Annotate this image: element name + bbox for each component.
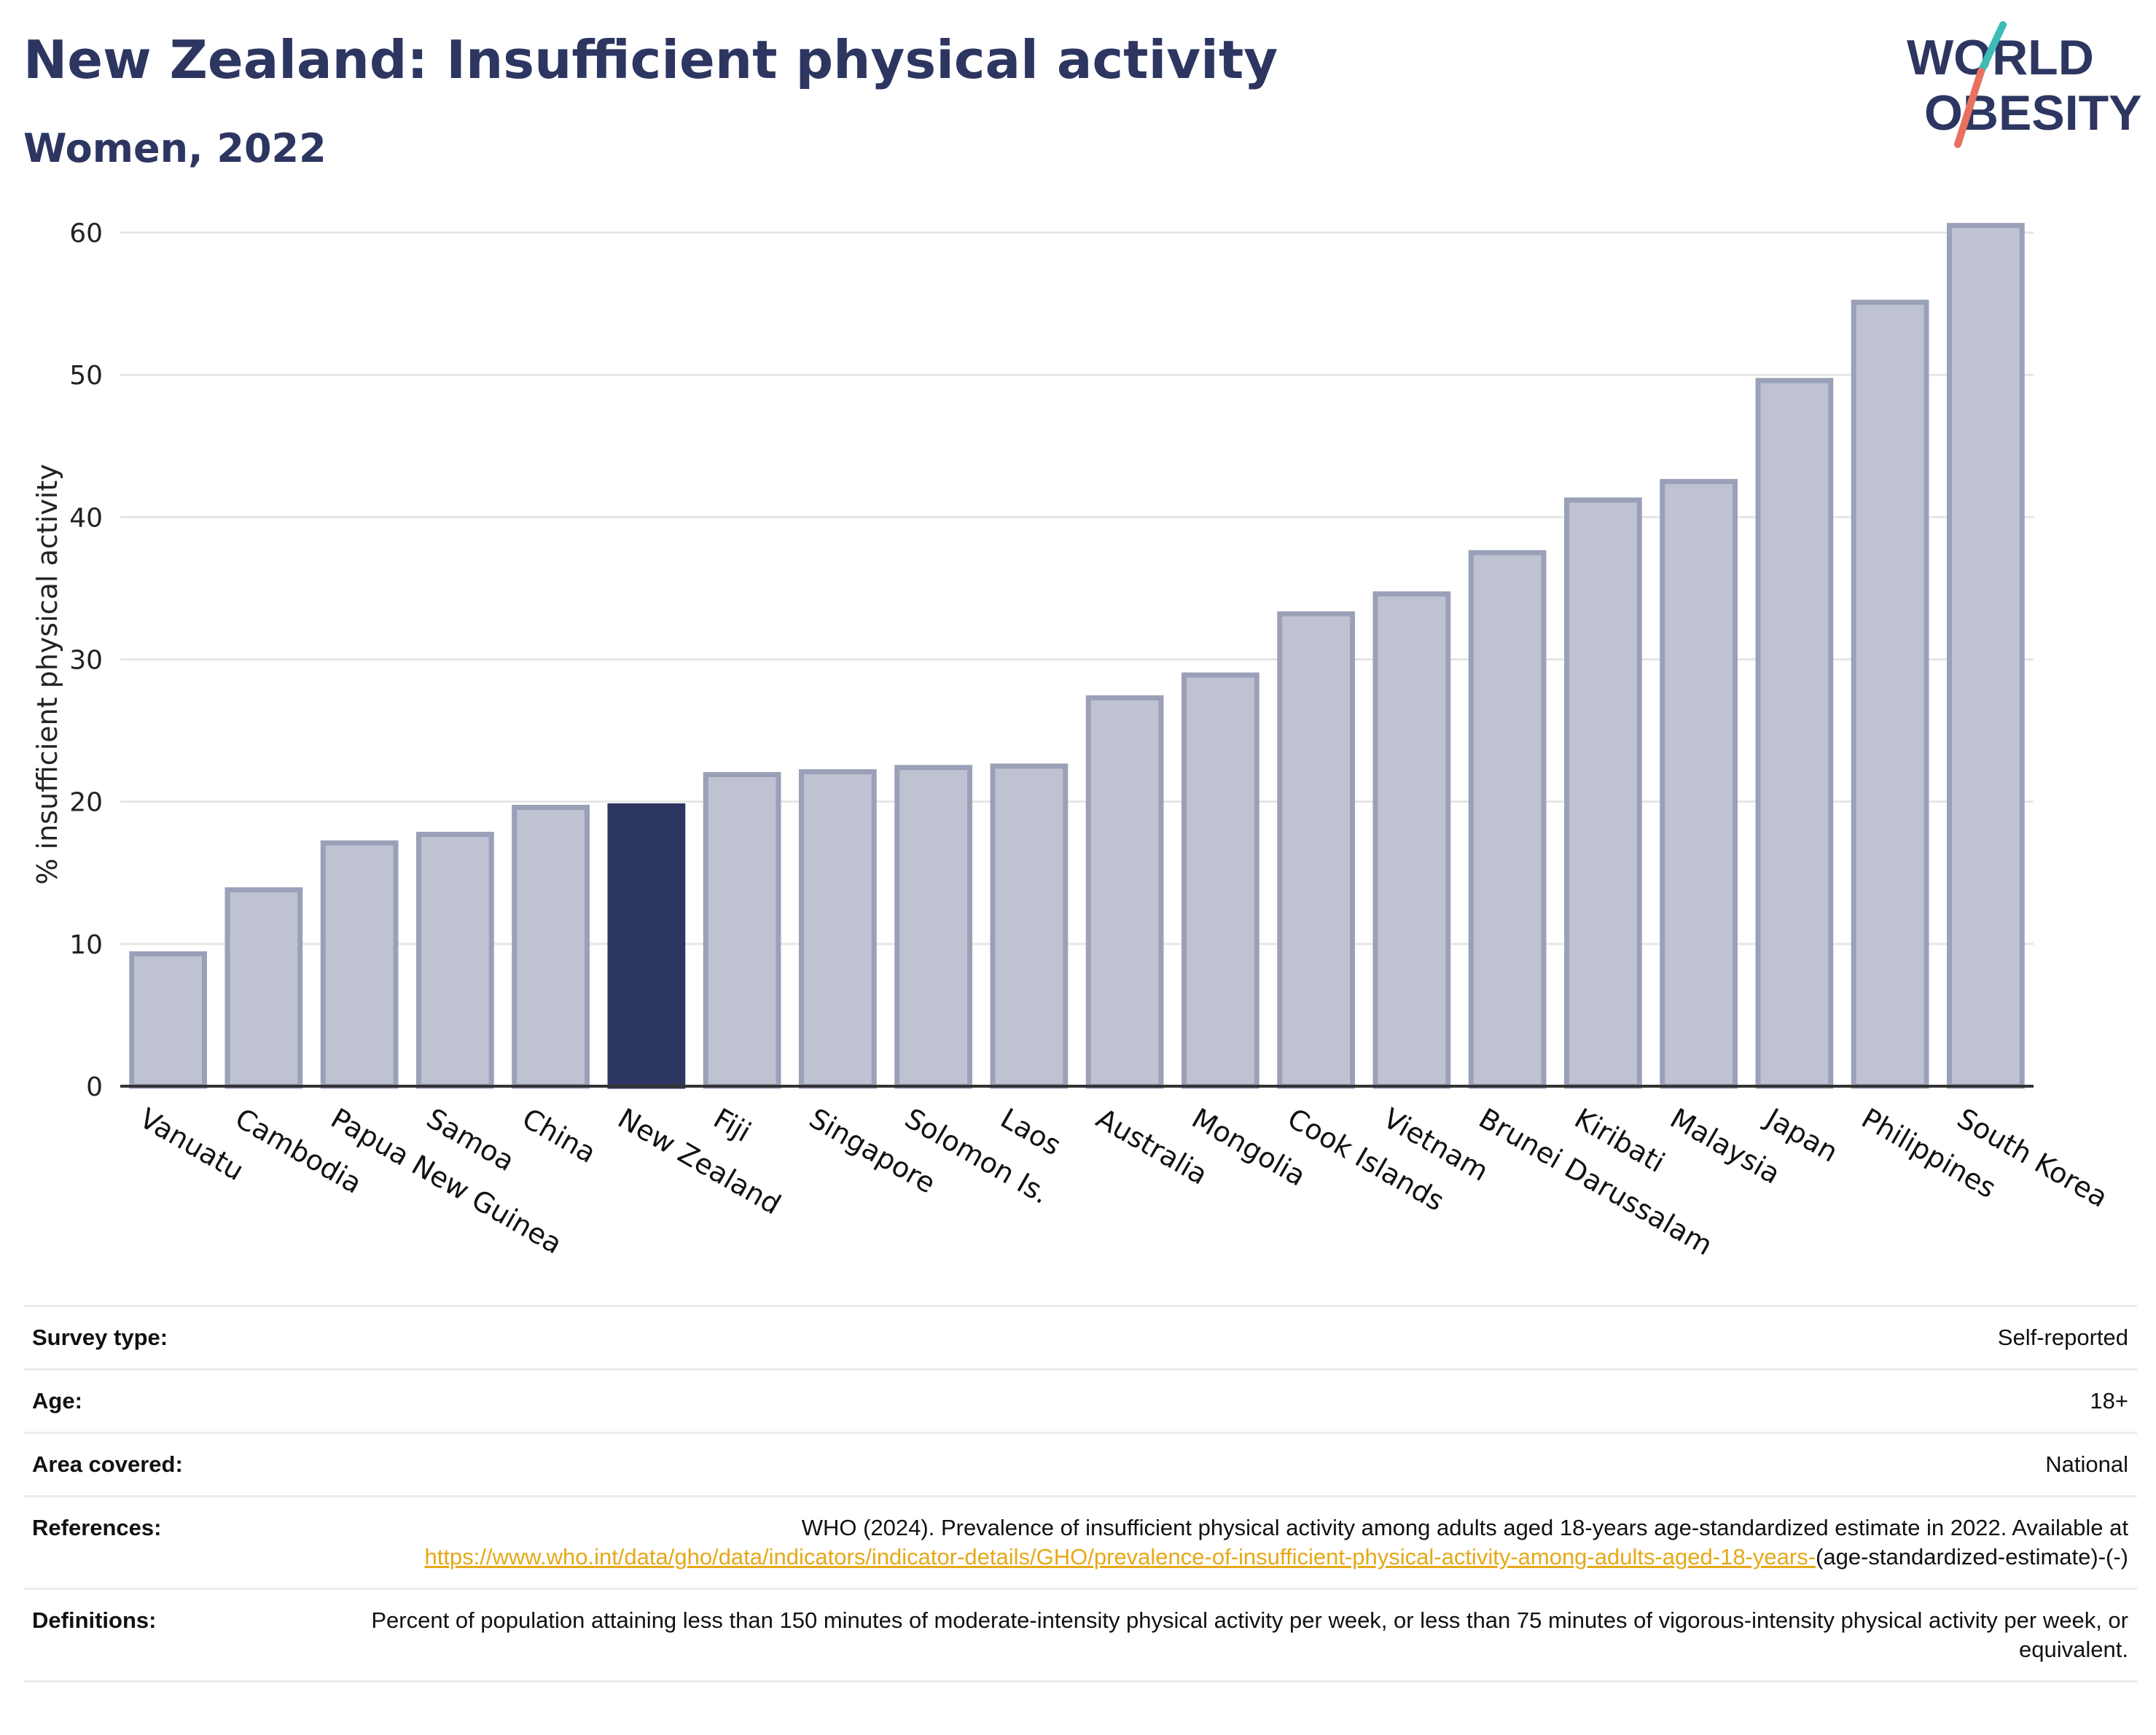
bar-chart: 0 10 20 30 40 50 60 % insufficient physical act… <box>31 219 2113 1262</box>
references-suffix: (age-standardized-estimate)-(-) <box>1816 1544 2128 1570</box>
bar <box>416 832 494 1089</box>
y-tick-label: 50 <box>69 361 103 391</box>
info-table: Survey type: Self-reported Age: 18+ Area… <box>23 1305 2137 1683</box>
references-label: References: <box>23 1495 332 1590</box>
y-tick-label: 0 <box>86 1072 103 1102</box>
info-value: 18+ <box>332 1368 2137 1434</box>
info-row-age: Age: 18+ <box>23 1368 2137 1434</box>
bar <box>1564 497 1642 1089</box>
bar <box>1851 300 1929 1089</box>
x-tick-label: China <box>517 1102 601 1169</box>
bar <box>1468 550 1547 1089</box>
world-obesity-logo: WORLD OBESITY <box>1907 21 2142 148</box>
info-label: Age: <box>23 1368 332 1434</box>
info-row-survey-type: Survey type: Self-reported <box>23 1305 2137 1371</box>
y-tick-label: 20 <box>69 788 103 818</box>
bar <box>1372 591 1451 1089</box>
logo-coral-slash <box>1954 68 1985 148</box>
bar <box>1181 672 1259 1089</box>
references-text: WHO (2024). Prevalence of insufficient p… <box>801 1515 2128 1540</box>
info-value: Self-reported <box>332 1305 2137 1371</box>
bar <box>1277 611 1355 1089</box>
page-subtitle: Women, 2022 <box>23 125 327 171</box>
x-tick-label: Laos <box>995 1102 1066 1162</box>
bar <box>894 765 972 1089</box>
bar <box>320 840 399 1089</box>
y-tick-label: 60 <box>69 219 103 249</box>
bar <box>512 804 590 1089</box>
info-label: Survey type: <box>23 1305 332 1371</box>
info-row-references: References: WHO (2024). Prevalence of in… <box>23 1495 2137 1590</box>
x-tick-label: New Zealand <box>612 1102 786 1221</box>
bar <box>607 803 686 1089</box>
y-axis-title: % insufficient physical activity <box>31 464 63 884</box>
x-tick-label: Vanuatu <box>134 1102 249 1187</box>
logo-line2: OBESITY <box>1924 85 2142 141</box>
bar <box>1947 222 2025 1089</box>
y-tick-label: 40 <box>69 503 103 533</box>
bar <box>1660 479 1738 1089</box>
bar <box>1755 378 1834 1089</box>
references-link[interactable]: https://www.who.int/data/gho/data/indica… <box>424 1544 1816 1570</box>
bar <box>703 772 781 1089</box>
x-tick-label: Malaysia <box>1665 1102 1786 1190</box>
definitions-label: Definitions: <box>23 1588 332 1683</box>
logo-teal-slash <box>1977 21 2007 75</box>
page-title: New Zealand: Insufficient physical activ… <box>23 29 1278 90</box>
bar <box>799 769 877 1089</box>
logo-line1: WORLD <box>1907 30 2094 85</box>
bar <box>224 887 303 1089</box>
info-value: National <box>332 1432 2137 1497</box>
info-row-area: Area covered: National <box>23 1432 2137 1497</box>
y-tick-label: 30 <box>69 646 103 676</box>
info-row-definitions: Definitions: Percent of population attai… <box>23 1588 2137 1683</box>
y-tick-label: 10 <box>69 930 103 960</box>
bar <box>129 951 207 1089</box>
definitions-text: Percent of population attaining less tha… <box>332 1588 2137 1683</box>
references-value: WHO (2024). Prevalence of insufficient p… <box>332 1495 2137 1590</box>
bar <box>990 763 1069 1089</box>
info-label: Area covered: <box>23 1432 332 1497</box>
x-tick-label: Fiji <box>708 1102 757 1148</box>
bar <box>1085 695 1164 1089</box>
